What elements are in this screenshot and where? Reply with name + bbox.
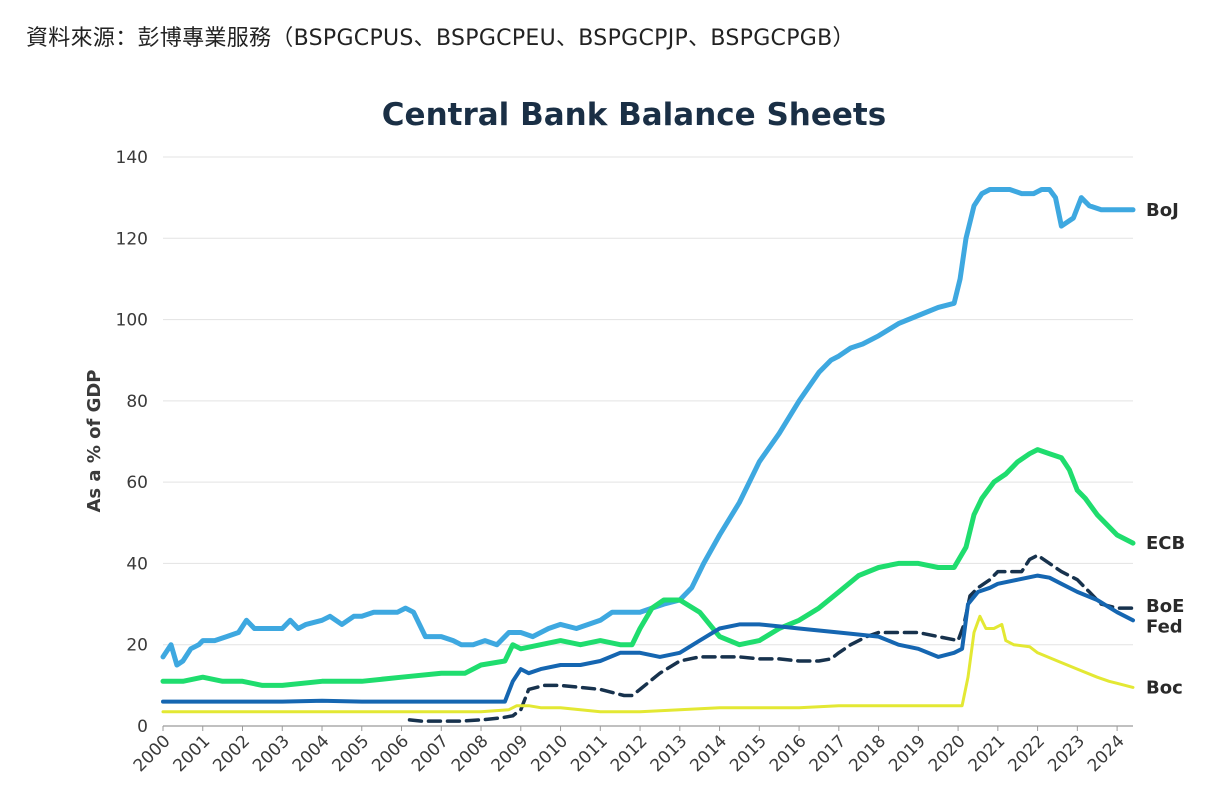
x-tick-label: 2011	[567, 731, 612, 776]
series-label-fed: Fed	[1146, 616, 1183, 637]
x-tick-label: 2024	[1084, 731, 1129, 776]
x-tick-label: 2004	[289, 731, 334, 776]
y-axis-label: As a % of GDP	[84, 370, 105, 513]
series-line-ecb	[160, 447, 1136, 688]
y-tick-label: 60	[126, 473, 148, 493]
x-tick-label: 2012	[607, 731, 652, 776]
x-tick-label: 2010	[527, 731, 572, 776]
series-line-boc	[161, 614, 1135, 714]
x-tick-label: 2017	[806, 731, 851, 776]
y-tick-label: 100	[116, 311, 148, 331]
y-tick-label: 0	[137, 717, 148, 737]
x-tick-label: 2018	[845, 731, 890, 776]
series-label-ecb: ECB	[1146, 533, 1185, 554]
series-lines	[160, 187, 1136, 723]
x-tick-label: 2006	[368, 731, 413, 776]
x-tick-label: 2013	[647, 731, 692, 776]
x-tick-label: 2016	[766, 731, 811, 776]
y-tick-labels: 0 20 40 60 80 100 120 140	[116, 148, 148, 737]
series-label-boe: BoE	[1146, 596, 1184, 617]
y-tick-label: 80	[126, 392, 148, 412]
y-tick-label: 140	[116, 148, 148, 168]
x-tick-label: 2000	[130, 731, 175, 776]
series-label-boj: BoJ	[1146, 200, 1179, 221]
x-tick-label: 2002	[209, 731, 254, 776]
x-tick-label: 2009	[488, 731, 533, 776]
x-tick-label: 2014	[686, 731, 731, 776]
x-tick-label: 2005	[329, 731, 374, 776]
x-tick-label: 2022	[1004, 731, 1049, 776]
series-line-boe	[407, 553, 1135, 723]
y-tick-label: 20	[126, 636, 148, 656]
x-tick-labels: 2000200120022003200420052006200720082009…	[130, 726, 1129, 776]
chart-title: Central Bank Balance Sheets	[382, 97, 886, 133]
x-tick-label: 2007	[408, 731, 453, 776]
x-tick-label: 2020	[925, 731, 970, 776]
x-tick-label: 2008	[448, 731, 493, 776]
series-label-boc: Boc	[1146, 677, 1183, 698]
x-tick-label: 2015	[726, 731, 771, 776]
x-tick-label: 2001	[170, 731, 215, 776]
series-line-boj	[160, 187, 1136, 668]
y-tick-label: 120	[116, 229, 148, 249]
x-tick-label: 2023	[1044, 731, 1089, 776]
x-tick-label: 2003	[249, 731, 294, 776]
x-tick-label: 2021	[965, 731, 1010, 776]
gridlines	[163, 156, 1133, 727]
series-line-fed	[161, 573, 1135, 704]
source-note: 資料來源：彭博專業服務（BSPGCPUS、BSPGCPEU、BSPGCPJP、B…	[26, 26, 855, 51]
x-tick-label: 2019	[885, 731, 930, 776]
y-tick-label: 40	[126, 554, 148, 574]
